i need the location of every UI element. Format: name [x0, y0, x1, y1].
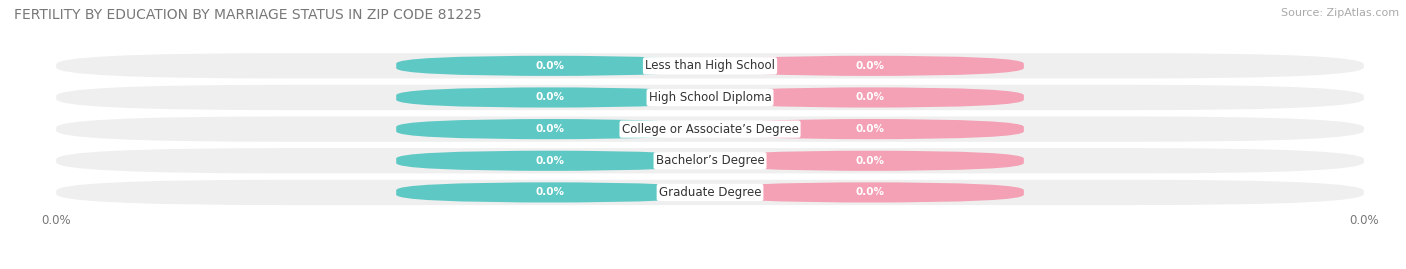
FancyBboxPatch shape	[56, 180, 1364, 205]
Text: 0.0%: 0.0%	[536, 187, 564, 197]
Text: Source: ZipAtlas.com: Source: ZipAtlas.com	[1281, 8, 1399, 18]
Text: 0.0%: 0.0%	[536, 61, 564, 71]
Text: Less than High School: Less than High School	[645, 59, 775, 72]
FancyBboxPatch shape	[56, 148, 1364, 174]
FancyBboxPatch shape	[396, 119, 703, 139]
Text: 0.0%: 0.0%	[856, 61, 884, 71]
Text: Graduate Degree: Graduate Degree	[659, 186, 761, 199]
Text: 0.0%: 0.0%	[536, 156, 564, 166]
FancyBboxPatch shape	[56, 85, 1364, 110]
Text: 0.0%: 0.0%	[856, 93, 884, 102]
FancyBboxPatch shape	[717, 56, 1024, 76]
FancyBboxPatch shape	[396, 56, 703, 76]
FancyBboxPatch shape	[717, 182, 1024, 203]
FancyBboxPatch shape	[396, 151, 703, 171]
FancyBboxPatch shape	[717, 87, 1024, 108]
Text: 0.0%: 0.0%	[856, 124, 884, 134]
FancyBboxPatch shape	[56, 53, 1364, 79]
FancyBboxPatch shape	[396, 87, 703, 108]
FancyBboxPatch shape	[396, 182, 703, 203]
Text: College or Associate’s Degree: College or Associate’s Degree	[621, 123, 799, 136]
FancyBboxPatch shape	[717, 119, 1024, 139]
Text: 0.0%: 0.0%	[856, 187, 884, 197]
FancyBboxPatch shape	[717, 151, 1024, 171]
Legend: Married, Unmarried: Married, Unmarried	[630, 264, 790, 269]
Text: 0.0%: 0.0%	[536, 124, 564, 134]
Text: 0.0%: 0.0%	[536, 93, 564, 102]
Text: High School Diploma: High School Diploma	[648, 91, 772, 104]
Text: FERTILITY BY EDUCATION BY MARRIAGE STATUS IN ZIP CODE 81225: FERTILITY BY EDUCATION BY MARRIAGE STATU…	[14, 8, 482, 22]
Text: Bachelor’s Degree: Bachelor’s Degree	[655, 154, 765, 167]
Text: 0.0%: 0.0%	[856, 156, 884, 166]
FancyBboxPatch shape	[56, 116, 1364, 142]
